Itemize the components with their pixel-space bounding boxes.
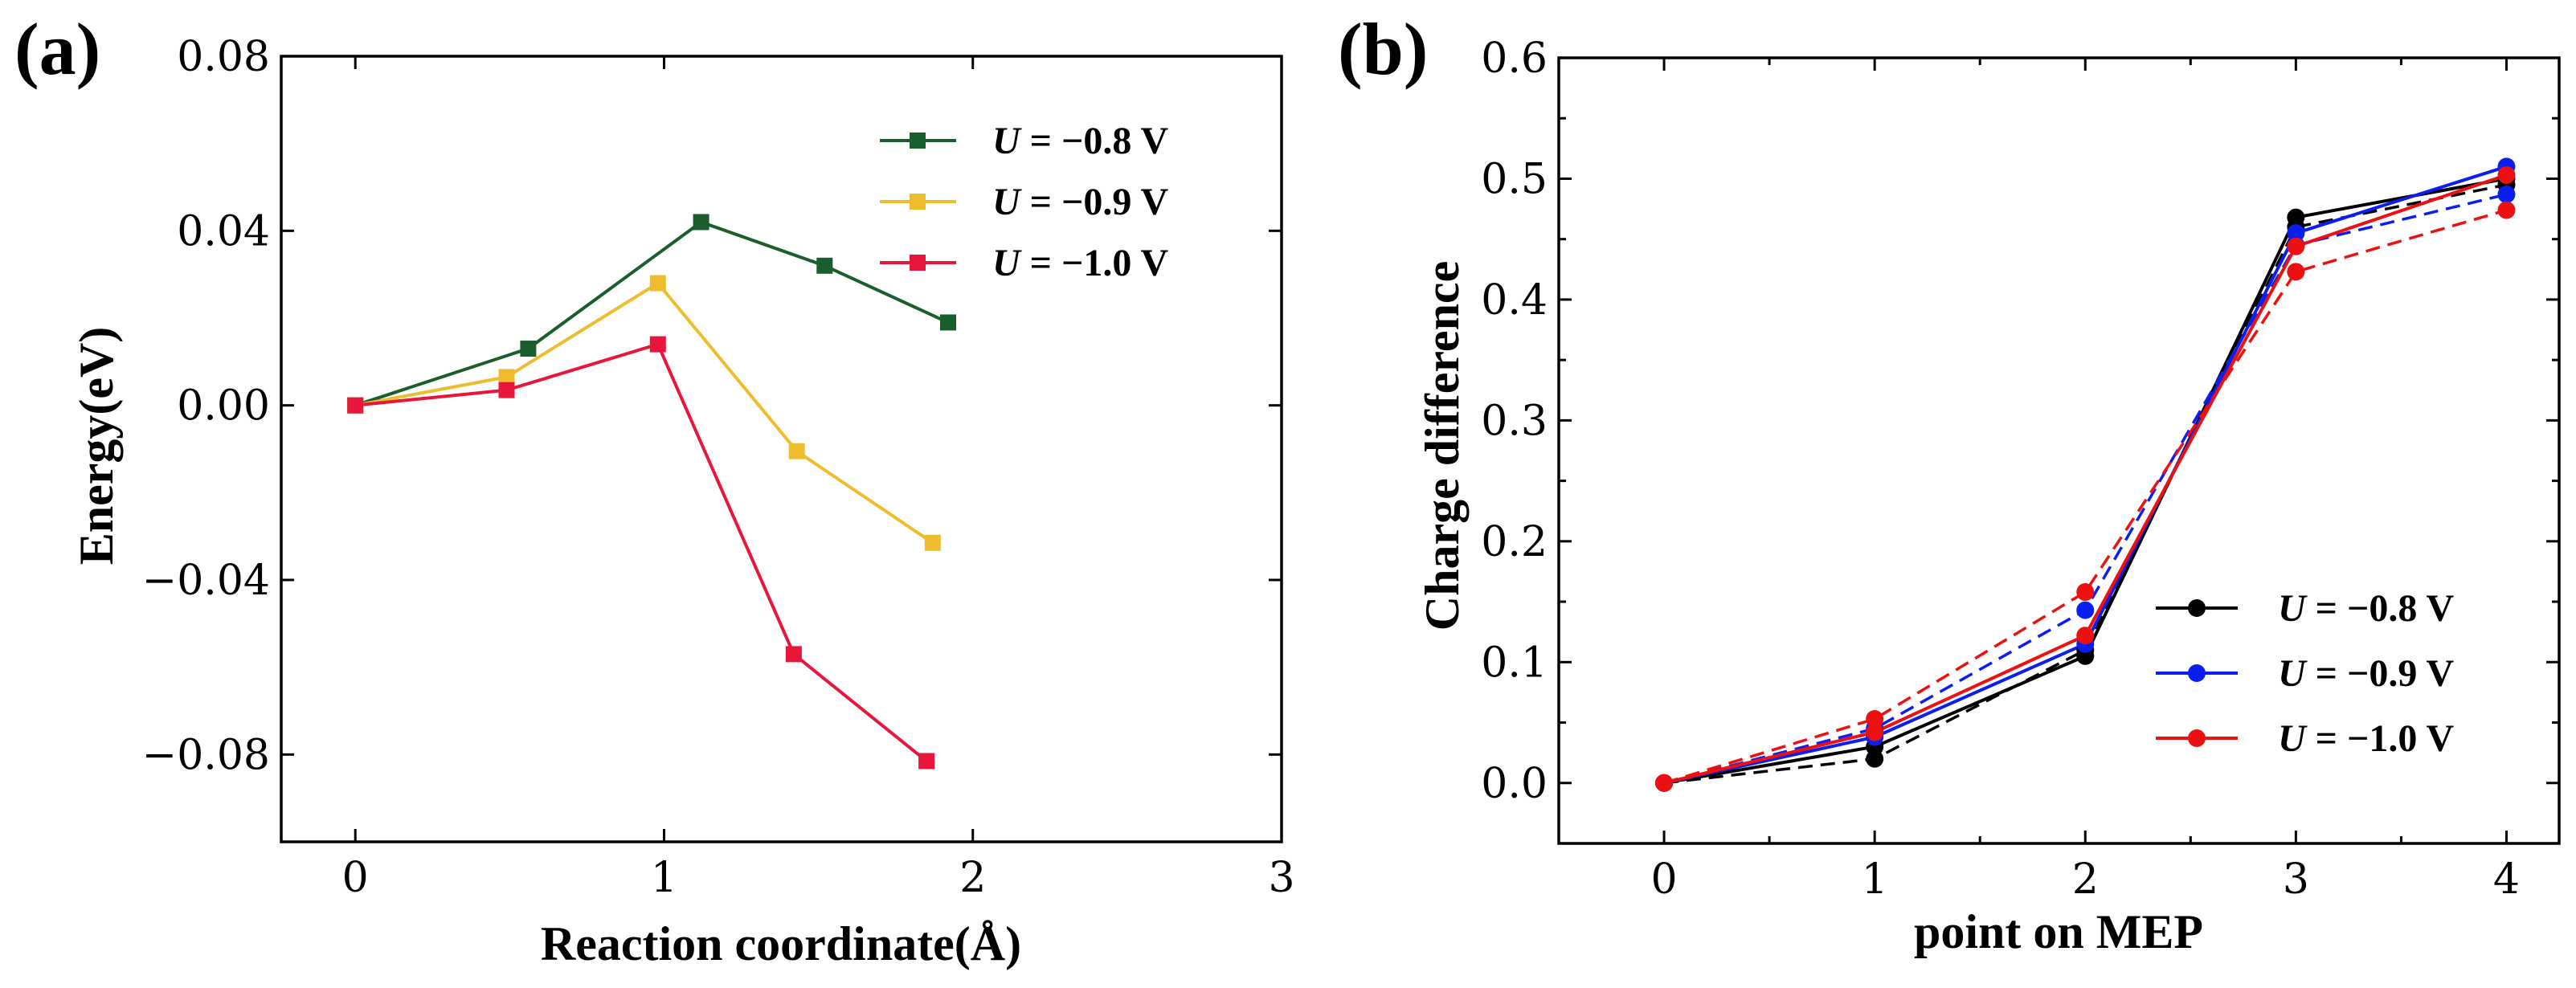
data-point	[693, 214, 709, 231]
panel-label-b: (b)	[1338, 8, 1428, 90]
x-axis-title-b: point on MEP	[1914, 905, 2203, 958]
y-tick-label: 0.08	[177, 33, 270, 81]
x-tick-label: 1	[651, 854, 677, 902]
legend-label: U = −1.0 V	[992, 242, 1169, 284]
series-line	[355, 342, 928, 763]
legend-label: U = −0.9 V	[2278, 652, 2455, 695]
series-line	[354, 220, 949, 407]
data-point	[785, 646, 802, 663]
legend-b: U = −0.8 V U = −0.9 V U = −1.0 V	[2156, 587, 2455, 760]
axis-ticks-a: 0 1 2 3 0.08 0.04 0.00 −0.04 −0.08	[142, 33, 1295, 902]
data-point	[2076, 647, 2095, 665]
data-point-dashed	[2497, 186, 2516, 204]
y-axis-title-b: Charge difference	[1416, 261, 1469, 631]
y-tick-label: 0.5	[1481, 155, 1548, 203]
legend-swatch-marker	[910, 133, 926, 149]
data-point	[2076, 627, 2095, 645]
y-tick-label: 0.1	[1481, 639, 1548, 687]
series-markers-b	[1655, 157, 2516, 792]
data-point	[1655, 774, 1674, 792]
legend-label: U = −0.8 V	[2278, 587, 2455, 630]
data-point	[498, 369, 515, 386]
energy-chart: 0 1 2 30.080.040.00−0.04−0.08 U = −0.8 VU =…	[70, 33, 1295, 970]
data-point	[918, 753, 935, 770]
data-point	[347, 397, 364, 414]
data-point-dashed	[1866, 710, 1884, 729]
y-tick-label: −0.08	[142, 731, 270, 779]
legend-swatch-marker	[910, 194, 926, 210]
data-point	[520, 341, 537, 357]
series-markers-a	[347, 214, 956, 770]
x-tick-label: 4	[2493, 855, 2520, 904]
data-point-dashed	[2076, 601, 2095, 619]
charge-chart: 0 1 2 3 40.00.10.20.30.40.50.6 U = −0.8 VU =…	[1416, 35, 2561, 958]
series-dashed-line	[1663, 183, 2507, 785]
data-point	[649, 336, 666, 353]
x-tick-label: 3	[2283, 855, 2309, 904]
plot-frame-a	[280, 55, 1283, 843]
data-point	[2287, 237, 2305, 255]
data-point	[816, 257, 833, 274]
x-tick-label: 0	[1651, 855, 1678, 904]
plot-frame-b	[1557, 56, 2561, 845]
data-point-dashed	[2287, 263, 2305, 281]
legend-label: U = −0.8 V	[992, 120, 1169, 162]
data-point	[2497, 165, 2516, 184]
legend-a: U = −0.8 V U = −0.9 V U = −1.0 V	[880, 120, 1169, 284]
x-tick-label: 3	[1268, 854, 1294, 902]
legend-label: U = −0.9 V	[992, 181, 1169, 223]
data-point	[1866, 723, 1884, 741]
x-tick-label: 2	[2072, 855, 2099, 904]
series-line	[354, 280, 934, 545]
legend-swatch-marker	[2188, 664, 2206, 682]
data-point	[940, 314, 956, 331]
y-tick-label: 0.0	[1481, 760, 1548, 808]
x-tick-label: 0	[342, 854, 369, 902]
x-axis-title-a: Reaction coordinate(Å)	[541, 917, 1021, 970]
legend-swatch-marker	[910, 255, 926, 271]
x-tick-label: 1	[1862, 855, 1888, 904]
series-dashed-line	[1663, 208, 2507, 785]
legend-label: U = −1.0 V	[2278, 717, 2455, 760]
x-tick-label: 2	[959, 854, 986, 902]
y-tick-label: 0.6	[1481, 35, 1548, 83]
data-point	[924, 534, 941, 551]
series-lines-a	[354, 220, 949, 763]
data-point	[788, 443, 805, 459]
data-point-dashed	[2076, 583, 2095, 602]
y-tick-label: 0.3	[1481, 397, 1548, 445]
y-axis-title-a: Energy(eV)	[70, 327, 123, 565]
data-point-dashed	[2497, 201, 2516, 219]
data-point	[498, 382, 515, 398]
y-tick-label: 0.4	[1481, 276, 1548, 325]
legend-swatch-marker	[2188, 729, 2206, 747]
y-tick-label: 0.04	[177, 207, 270, 255]
data-point-dashed	[1866, 749, 1884, 768]
y-tick-label: 0.00	[177, 382, 270, 431]
data-point	[2287, 224, 2305, 243]
y-tick-label: −0.04	[142, 557, 270, 605]
y-tick-label: 0.2	[1481, 518, 1548, 566]
legend-swatch-marker	[2188, 599, 2206, 617]
data-point	[2287, 208, 2305, 227]
panel-label-a: (a)	[14, 8, 100, 90]
data-point	[649, 275, 666, 292]
axis-ticks-b: 0 1 2 3 4 0.0 0.1 0.2 0.3 0.4 0.5 0.6	[1481, 35, 2559, 904]
